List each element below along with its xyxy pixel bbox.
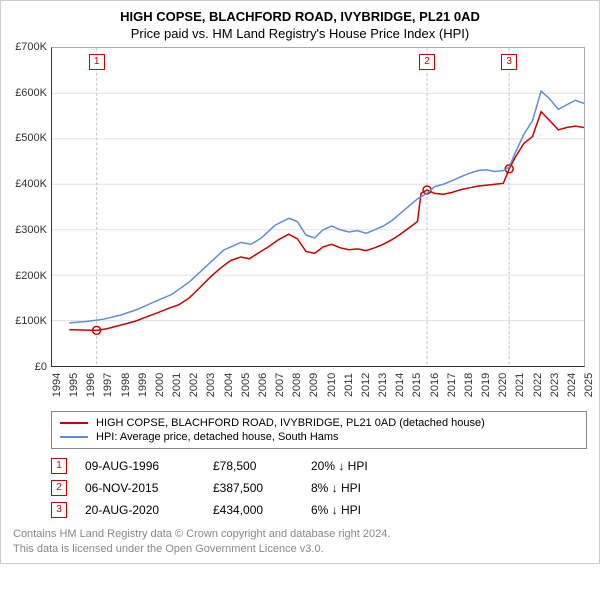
x-tick-label: 2001 [171, 373, 183, 397]
event-price: £78,500 [213, 459, 293, 473]
legend-label: HIGH COPSE, BLACHFORD ROAD, IVYBRIDGE, P… [96, 417, 485, 429]
x-tick-label: 2014 [394, 373, 406, 397]
legend-label: HPI: Average price, detached house, Sout… [96, 431, 339, 443]
x-tick-label: 1997 [102, 373, 114, 397]
plot-box: 1 2 3 [51, 47, 585, 367]
legend-swatch [60, 422, 88, 424]
x-tick-label: 2008 [291, 373, 303, 397]
event-delta: 8% ↓ HPI [311, 481, 361, 495]
legend-swatch [60, 436, 88, 438]
x-tick-label: 1998 [120, 373, 132, 397]
event-number: 1 [51, 458, 67, 474]
x-tick-label: 2011 [343, 373, 355, 397]
x-tick-label: 2002 [188, 373, 200, 397]
chart-svg [52, 48, 584, 366]
x-tick-label: 2000 [154, 373, 166, 397]
y-tick-label: £100K [15, 315, 47, 327]
event-delta: 20% ↓ HPI [311, 459, 368, 473]
event-marker: 2 [419, 54, 435, 70]
y-tick-label: £700K [15, 41, 47, 53]
event-price: £434,000 [213, 503, 293, 517]
x-tick-label: 1999 [137, 373, 149, 397]
plot-area: £0£100K£200K£300K£400K£500K£600K£700K 12… [5, 47, 595, 407]
event-date: 20-AUG-2020 [85, 503, 195, 517]
event-delta: 6% ↓ HPI [311, 503, 361, 517]
event-row: 3 20-AUG-2020 £434,000 6% ↓ HPI [51, 499, 587, 521]
x-tick-label: 2022 [532, 373, 544, 397]
footer-attribution: Contains HM Land Registry data © Crown c… [13, 527, 587, 557]
event-marker: 1 [89, 54, 105, 70]
x-tick-label: 2019 [480, 373, 492, 397]
event-price: £387,500 [213, 481, 293, 495]
event-number: 3 [51, 502, 67, 518]
x-tick-label: 2012 [360, 373, 372, 397]
x-tick-label: 2003 [205, 373, 217, 397]
footer-line-2: This data is licensed under the Open Gov… [13, 542, 587, 557]
x-tick-label: 2023 [549, 373, 561, 397]
chart-title: HIGH COPSE, BLACHFORD ROAD, IVYBRIDGE, P… [5, 9, 595, 24]
x-tick-label: 2007 [274, 373, 286, 397]
y-axis: £0£100K£200K£300K£400K£500K£600K£700K [5, 47, 51, 367]
x-tick-label: 2013 [377, 373, 389, 397]
x-tick-label: 2004 [223, 373, 235, 397]
x-axis: 1994 1995 1996 1997 1998 1999 2000 2001 2002 2003… [51, 369, 585, 405]
x-tick-label: 2010 [326, 373, 338, 397]
x-tick-label: 1994 [51, 373, 63, 397]
event-marker: 3 [501, 54, 517, 70]
event-row: 1 09-AUG-1996 £78,500 20% ↓ HPI [51, 455, 587, 477]
event-row: 2 06-NOV-2015 £387,500 8% ↓ HPI [51, 477, 587, 499]
y-tick-label: £400K [15, 178, 47, 190]
x-tick-label: 2020 [497, 373, 509, 397]
x-tick-label: 1995 [68, 373, 80, 397]
legend-item: HIGH COPSE, BLACHFORD ROAD, IVYBRIDGE, P… [60, 416, 578, 430]
y-tick-label: £200K [15, 270, 47, 282]
legend: HIGH COPSE, BLACHFORD ROAD, IVYBRIDGE, P… [51, 411, 587, 449]
chart-subtitle: Price paid vs. HM Land Registry's House … [5, 26, 595, 41]
y-tick-label: £300K [15, 224, 47, 236]
events-table: 1 09-AUG-1996 £78,500 20% ↓ HPI 2 06-NOV-2015… [51, 455, 587, 521]
y-tick-label: £600K [15, 87, 47, 99]
x-tick-label: 2017 [446, 373, 458, 397]
footer-line-1: Contains HM Land Registry data © Crown c… [13, 527, 587, 542]
event-date: 09-AUG-1996 [85, 459, 195, 473]
chart-container: HIGH COPSE, BLACHFORD ROAD, IVYBRIDGE, P… [0, 0, 600, 564]
event-date: 06-NOV-2015 [85, 481, 195, 495]
y-tick-label: £500K [15, 132, 47, 144]
x-tick-label: 2016 [429, 373, 441, 397]
x-tick-label: 2024 [566, 373, 578, 397]
legend-item: HPI: Average price, detached house, Sout… [60, 430, 578, 444]
x-tick-label: 2015 [411, 373, 423, 397]
x-tick-label: 1996 [85, 373, 97, 397]
x-tick-label: 2006 [257, 373, 269, 397]
x-tick-label: 2025 [583, 373, 595, 397]
x-tick-label: 2009 [308, 373, 320, 397]
y-tick-label: £0 [35, 361, 47, 373]
event-number: 2 [51, 480, 67, 496]
x-tick-label: 2018 [463, 373, 475, 397]
x-tick-label: 2021 [514, 373, 526, 397]
x-tick-label: 2005 [240, 373, 252, 397]
